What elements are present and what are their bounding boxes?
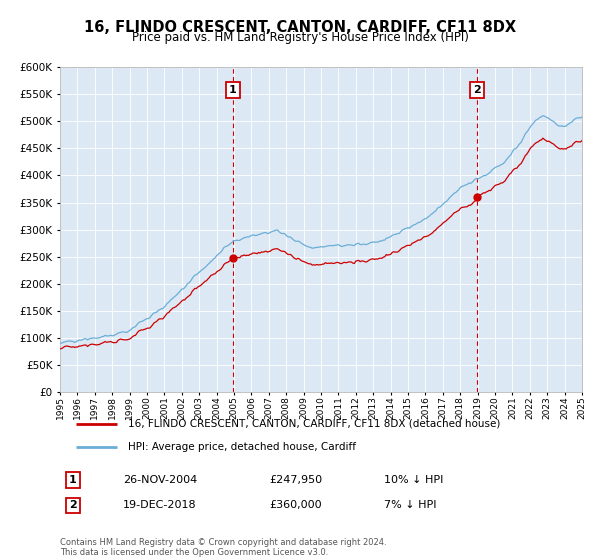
Text: Price paid vs. HM Land Registry's House Price Index (HPI): Price paid vs. HM Land Registry's House … — [131, 31, 469, 44]
Text: £360,000: £360,000 — [269, 501, 322, 510]
Text: 10% ↓ HPI: 10% ↓ HPI — [383, 475, 443, 485]
Text: 16, FLINDO CRESCENT, CANTON, CARDIFF, CF11 8DX (detached house): 16, FLINDO CRESCENT, CANTON, CARDIFF, CF… — [128, 419, 500, 429]
Text: HPI: Average price, detached house, Cardiff: HPI: Average price, detached house, Card… — [128, 442, 356, 452]
Text: £247,950: £247,950 — [269, 475, 322, 485]
Text: 26-NOV-2004: 26-NOV-2004 — [122, 475, 197, 485]
Text: 2: 2 — [69, 501, 77, 510]
Text: 1: 1 — [229, 85, 236, 95]
Text: 2: 2 — [473, 85, 481, 95]
Text: 16, FLINDO CRESCENT, CANTON, CARDIFF, CF11 8DX: 16, FLINDO CRESCENT, CANTON, CARDIFF, CF… — [84, 20, 516, 35]
Text: Contains HM Land Registry data © Crown copyright and database right 2024.
This d: Contains HM Land Registry data © Crown c… — [60, 538, 386, 557]
Text: 1: 1 — [69, 475, 77, 485]
Text: 7% ↓ HPI: 7% ↓ HPI — [383, 501, 436, 510]
Text: 19-DEC-2018: 19-DEC-2018 — [122, 501, 196, 510]
